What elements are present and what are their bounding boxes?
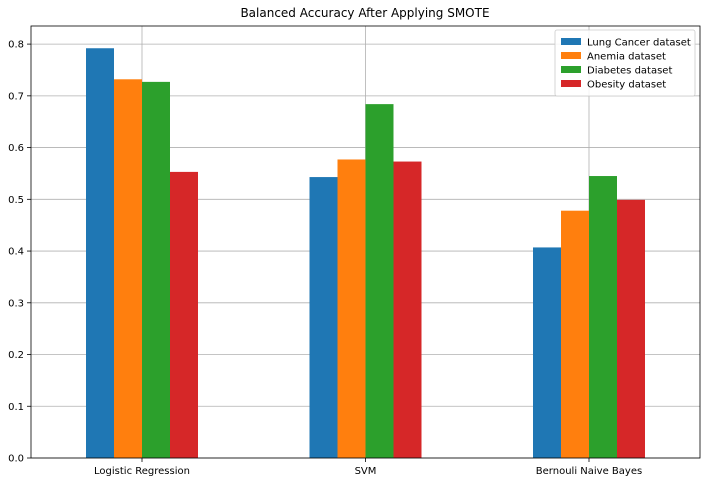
bar [337, 159, 366, 459]
bars [86, 48, 645, 459]
legend-box [554, 29, 696, 97]
y-tick-label: 0.6 [8, 143, 24, 154]
bar [561, 210, 589, 458]
x-tick-label: SVM [355, 466, 377, 477]
legend-swatch [561, 52, 581, 59]
bar [589, 176, 617, 458]
y-tick-label: 0.0 [8, 454, 24, 465]
y-tick-label: 0.7 [8, 91, 24, 102]
bar [617, 199, 645, 459]
plot-frame [30, 25, 701, 459]
bar [365, 104, 394, 458]
bar [114, 79, 142, 458]
y-tick-label: 0.2 [8, 350, 24, 361]
x-tick-label: Bernouli Naive Bayes [536, 466, 642, 477]
legend-swatch [561, 38, 581, 45]
chart-title: Balanced Accuracy After Applying SMOTE [240, 6, 489, 20]
bar [309, 177, 338, 458]
legend-label: Diabetes dataset [587, 66, 672, 77]
bar [393, 161, 422, 459]
legend-label: Anemia dataset [587, 52, 666, 63]
bar [142, 81, 170, 458]
y-tick-label: 0.5 [8, 195, 24, 206]
axes: 0.0 0.1 0.2 0.3 0.4 0.5 0.6 0.7 0.8 Logistic Regr… [8, 25, 701, 477]
legend-label: Obesity dataset [587, 80, 666, 91]
legend-label: Lung Cancer dataset [587, 38, 691, 49]
y-tick-label: 0.4 [8, 247, 24, 258]
legend-swatch [561, 80, 581, 87]
y-tick-label: 0.8 [8, 40, 24, 51]
y-tick-label: 0.1 [8, 402, 24, 413]
x-tick-label: Logistic Regression [94, 466, 190, 477]
y-tick-label: 0.3 [8, 298, 24, 309]
bar [86, 48, 114, 459]
bar [533, 247, 561, 458]
legend: Lung Cancer dataset Anemia dataset Diabete… [554, 29, 696, 97]
legend-swatch [561, 66, 581, 73]
bar [170, 171, 198, 458]
